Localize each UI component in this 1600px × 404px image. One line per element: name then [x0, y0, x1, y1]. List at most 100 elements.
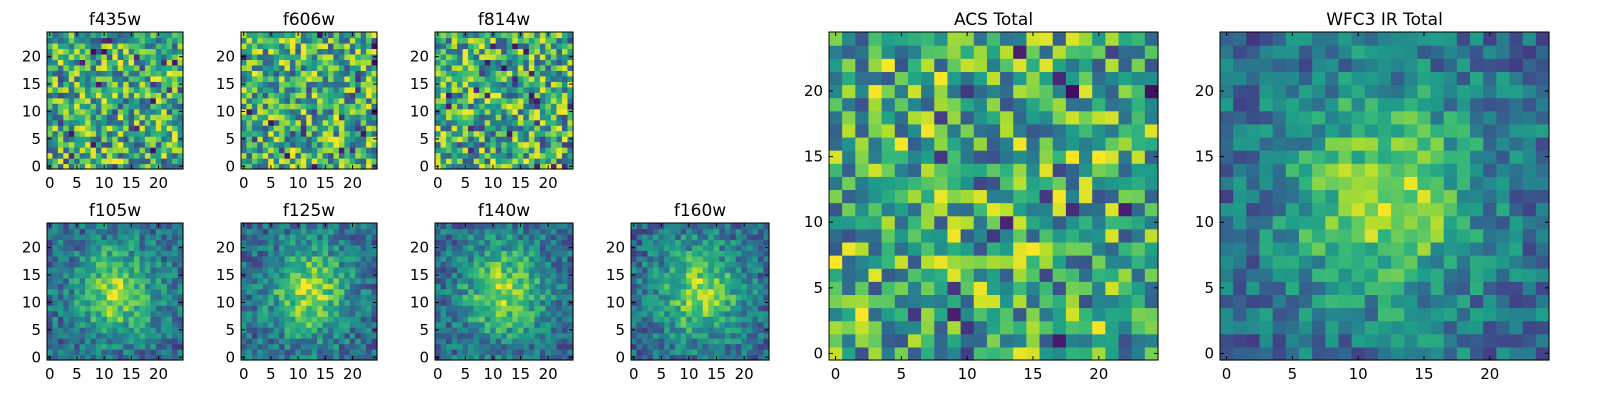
heatmap-cell — [829, 334, 843, 348]
heatmap-cell — [274, 32, 280, 38]
heatmap-cell — [529, 65, 535, 71]
heatmap-cell — [452, 250, 458, 256]
heatmap-cell — [91, 147, 97, 153]
heatmap-cell — [725, 349, 731, 355]
heatmap-cell — [161, 32, 167, 38]
heatmap-cell — [496, 81, 502, 87]
heatmap-cell — [118, 278, 124, 284]
heatmap-cell — [562, 316, 568, 322]
heatmap-cell — [333, 142, 339, 148]
x-tick-label: 0 — [629, 365, 639, 383]
heatmap-cell — [317, 333, 323, 339]
heatmap-cell — [653, 349, 659, 355]
heatmap-cell — [540, 142, 546, 148]
heatmap-cell — [496, 109, 502, 115]
heatmap-cell — [123, 109, 129, 115]
heatmap-cell — [101, 294, 107, 300]
heatmap-cell — [344, 338, 350, 344]
heatmap-cell — [101, 48, 107, 54]
heatmap-cell — [101, 349, 107, 355]
heatmap-cell — [855, 268, 869, 282]
heatmap-cell — [642, 322, 648, 328]
heatmap-cell — [134, 81, 140, 87]
heatmap-cell — [134, 153, 140, 159]
heatmap-cell — [295, 294, 301, 300]
heatmap-cell — [540, 87, 546, 93]
heatmap-cell — [145, 120, 151, 126]
heatmap-cell — [123, 65, 129, 71]
heatmap-cell — [708, 333, 714, 339]
heatmap-cell — [279, 261, 285, 267]
heatmap-cell — [47, 76, 53, 82]
heatmap-cell — [172, 158, 178, 164]
heatmap-cell — [961, 203, 975, 217]
heatmap-cell — [974, 189, 988, 203]
heatmap-cell — [512, 311, 518, 317]
heatmap-cell — [285, 59, 291, 65]
heatmap-cell — [58, 125, 64, 131]
heatmap-cell — [474, 228, 480, 234]
heatmap-cell — [496, 338, 502, 344]
heatmap-cell — [637, 305, 643, 311]
heatmap-cell — [637, 311, 643, 317]
heatmap-cell — [317, 147, 323, 153]
heatmap-cell — [1092, 229, 1106, 243]
heatmap-cell — [908, 294, 922, 308]
heatmap-cell — [317, 98, 323, 104]
heatmap-cell — [323, 256, 329, 262]
heatmap-cell — [642, 267, 648, 273]
heatmap-cell — [312, 305, 318, 311]
heatmap-cell — [80, 142, 86, 148]
heatmap-cell — [758, 289, 764, 295]
x-tick-label: 15 — [316, 365, 335, 383]
heatmap-cell — [129, 261, 135, 267]
heatmap-cell — [167, 153, 173, 159]
heatmap-cell — [463, 239, 469, 245]
heatmap-cell — [241, 267, 247, 273]
heatmap-cell — [312, 103, 318, 109]
heatmap-cell — [523, 158, 529, 164]
heatmap-cell — [118, 125, 124, 131]
heatmap-cell — [974, 176, 988, 190]
heatmap-cell — [328, 54, 334, 60]
heatmap-cell — [139, 32, 145, 38]
heatmap-cell — [642, 261, 648, 267]
heatmap-cell — [263, 349, 269, 355]
heatmap-cell — [681, 327, 687, 333]
heatmap-cell — [323, 228, 329, 234]
heatmap-cell — [501, 92, 507, 98]
heatmap-cell — [463, 142, 469, 148]
heatmap-cell — [752, 294, 758, 300]
heatmap-cell — [145, 59, 151, 65]
heatmap-cell — [339, 43, 345, 49]
heatmap-cell — [703, 223, 709, 229]
heatmap-cell — [490, 109, 496, 115]
heatmap-cell — [725, 316, 731, 322]
heatmap-cell — [551, 294, 557, 300]
heatmap-cell — [129, 333, 135, 339]
heatmap-cell — [675, 294, 681, 300]
heatmap-cell — [268, 43, 274, 49]
heatmap-cell — [295, 289, 301, 295]
heatmap-cell — [112, 98, 118, 104]
x-tick-label: 0 — [45, 174, 55, 192]
heatmap-cell — [328, 136, 334, 142]
heatmap-cell — [167, 234, 173, 240]
heatmap-cell — [496, 261, 502, 267]
heatmap-cell — [974, 321, 988, 335]
heatmap-cell — [156, 316, 162, 322]
heatmap-cell — [501, 278, 507, 284]
heatmap-cell — [463, 250, 469, 256]
heatmap-cell — [529, 76, 535, 82]
heatmap-cell — [441, 37, 447, 43]
heatmap-cell — [118, 327, 124, 333]
heatmap-cell — [129, 120, 135, 126]
heatmap-cell — [747, 322, 753, 328]
heatmap-cell — [562, 278, 568, 284]
heatmap-cell — [545, 142, 551, 148]
heatmap-cell — [675, 311, 681, 317]
x-tick-label: 0 — [45, 365, 55, 383]
heatmap-cell — [69, 333, 75, 339]
heatmap-cell — [96, 267, 102, 273]
heatmap-cell — [85, 103, 91, 109]
